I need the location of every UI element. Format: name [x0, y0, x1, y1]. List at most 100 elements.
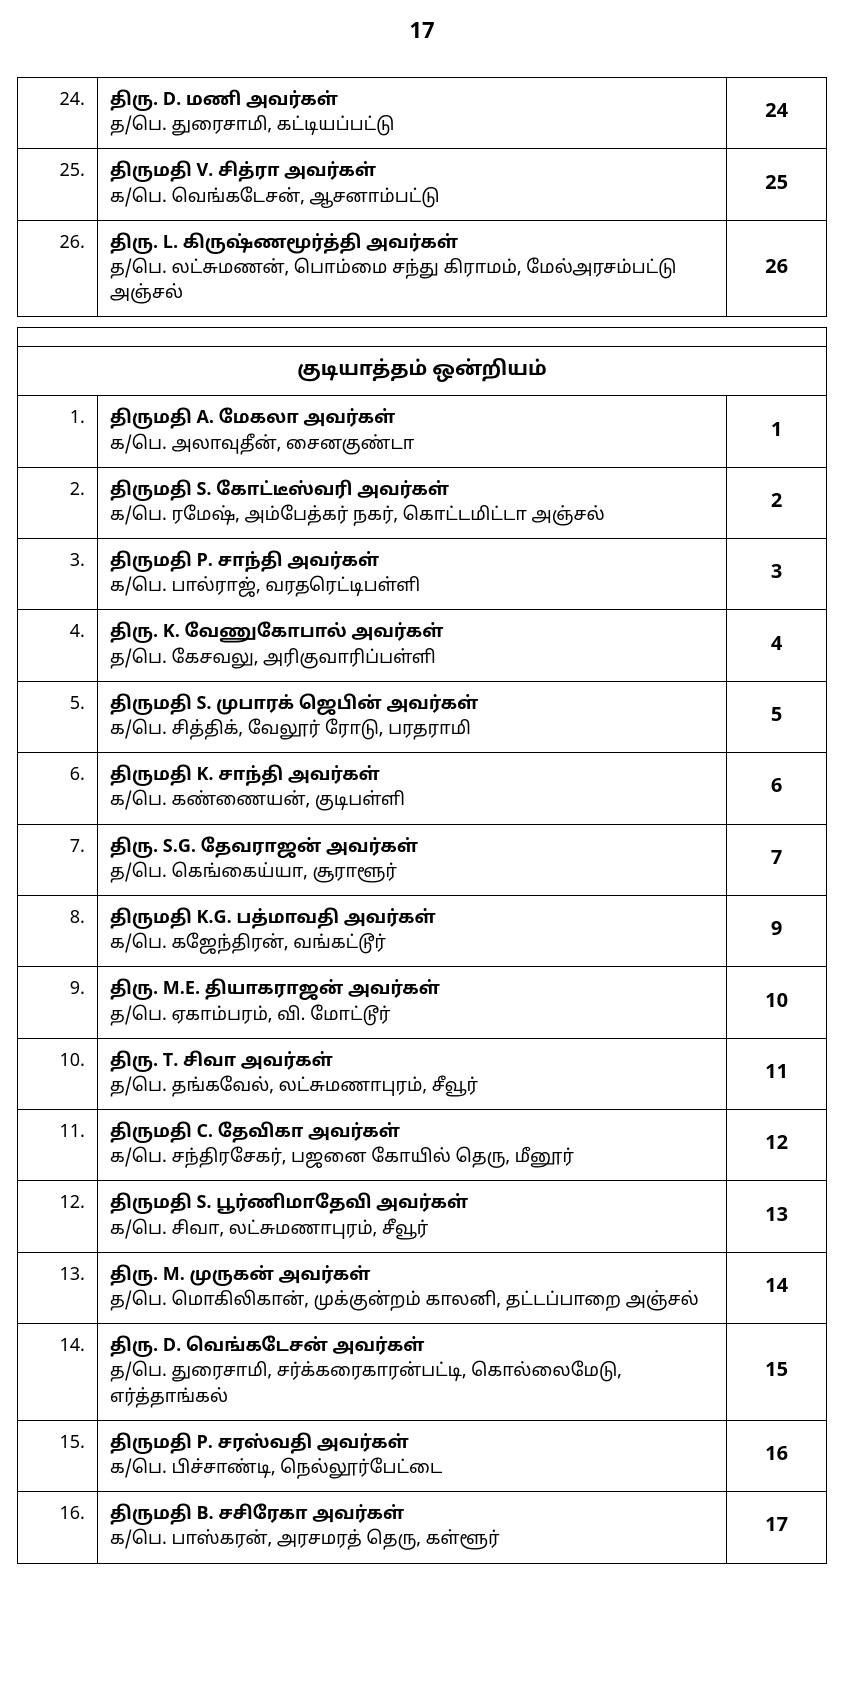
table-row: 4. திரு. K. வேணுகோபால் அவர்கள் த/பெ. கேசவல…	[17, 610, 826, 681]
row-number: 1.	[17, 396, 97, 467]
row-details: திருமதி S. முபாரக் ஜெபின் அவர்கள்க/பெ. ச…	[97, 681, 726, 752]
person-subline: த/பெ. லட்சுமணன், பொம்மை சந்து கிராமம், ம…	[110, 257, 677, 305]
table-row: 5.திருமதி S. முபாரக் ஜெபின் அவர்கள்க/பெ.…	[17, 681, 826, 752]
row-details: திரு. D. வெங்கடேசன் அவர்கள்த/பெ. துரைசாம…	[97, 1324, 726, 1421]
row-details: திருமதி S. பூர்ணிமாதேவி அவர்கள் க/பெ. சிவ…	[97, 1181, 726, 1252]
ward-number: 26	[727, 220, 827, 317]
row-details: திருமதி V. சித்ரா அவர்கள் க/பெ. வெங்கடேசன…	[97, 149, 726, 220]
ward-number: 11	[727, 1038, 827, 1109]
row-number: 14.	[17, 1324, 97, 1421]
row-number: 4.	[17, 610, 97, 681]
person-name: திருமதி A. மேகலா அவர்கள்	[110, 407, 395, 430]
ward-number: 13	[727, 1181, 827, 1252]
table-row: 12. திருமதி S. பூர்ணிமாதேவி அவர்கள் க/பெ. …	[17, 1181, 826, 1252]
person-name: திருமதி K. சாந்தி அவர்கள்	[110, 764, 380, 787]
row-details: திருமதி A. மேகலா அவர்கள் க/பெ. அலாவுதீன்,…	[97, 396, 726, 467]
ward-number: 3	[727, 539, 827, 610]
table-row: 24.திரு. D. மணி அவர்கள்த/பெ. துரைசாமி, க…	[17, 78, 826, 149]
row-details: திரு. T. சிவா அவர்கள்த/பெ. தங்கவேல், லட்…	[97, 1038, 726, 1109]
row-number: 12.	[17, 1181, 97, 1252]
row-number: 16.	[17, 1492, 97, 1563]
table-row: 14.திரு. D. வெங்கடேசன் அவர்கள்த/பெ. துரை…	[17, 1324, 826, 1421]
person-subline: க/பெ. அலாவுதீன், சைனகுண்டா	[110, 433, 414, 456]
person-subline: க/பெ. ரமேஷ், அம்பேத்கர் நகர், கொட்டமிட்ட…	[110, 504, 605, 527]
person-name: திரு. M. முருகன் அவர்கள்	[110, 1264, 371, 1287]
person-name: திருமதி P. சரஸ்வதி அவர்கள்	[110, 1432, 409, 1455]
person-subline: க/பெ. வெங்கடேசன், ஆசனாம்பட்டு	[110, 186, 440, 209]
person-subline: க/பெ. சிவா, லட்சுமணாபுரம், சீவூர்	[110, 1218, 428, 1241]
ward-number: 2	[727, 467, 827, 538]
ward-number: 16	[727, 1420, 827, 1491]
row-number: 10.	[17, 1038, 97, 1109]
row-details: திரு. M.E. தியாகராஜன் அவர்கள்த/பெ. ஏகாம்…	[97, 967, 726, 1038]
row-details: திருமதி K.G. பத்மாவதி அவர்கள்க/பெ. கஜேந்…	[97, 895, 726, 966]
person-name: திருமதி P. சாந்தி அவர்கள்	[110, 550, 379, 573]
table-row: 1. திருமதி A. மேகலா அவர்கள் க/பெ. அலாவுதீன…	[17, 396, 826, 467]
row-details: திருமதி B. சசிரேகா அவர்கள்க/பெ. பாஸ்கரன்…	[97, 1492, 726, 1563]
row-details: திருமதி P. சாந்தி அவர்கள்க/பெ. பால்ராஜ்,…	[97, 539, 726, 610]
person-subline: க/பெ. கஜேந்திரன், வங்கட்டூர்	[110, 932, 386, 955]
row-number: 3.	[17, 539, 97, 610]
table-row: 7.திரு. S.G. தேவராஜன் அவர்கள்த/பெ. கெங்க…	[17, 824, 826, 895]
top-continuation-table: 24.திரு. D. மணி அவர்கள்த/பெ. துரைசாமி, க…	[17, 77, 827, 317]
ward-number: 1	[727, 396, 827, 467]
person-name: திரு. T. சிவா அவர்கள்	[110, 1050, 333, 1073]
person-subline: த/பெ. கெங்கைய்யா, சூராளூர்	[110, 861, 397, 884]
person-name: திருமதி S. பூர்ணிமாதேவி அவர்கள்	[110, 1192, 468, 1215]
person-subline: த/பெ. ஏகாம்பரம், வி. மோட்டூர்	[110, 1004, 390, 1027]
table-row: 10.திரு. T. சிவா அவர்கள்த/பெ. தங்கவேல், …	[17, 1038, 826, 1109]
person-name: திரு. K. வேணுகோபால் அவர்கள்	[110, 621, 443, 644]
person-subline: க/பெ. கண்ணையன், குடிபள்ளி	[110, 789, 405, 812]
person-subline: த/பெ. கேசவலு, அரிகுவாரிப்பள்ளி	[110, 647, 436, 670]
table-row: 2.திருமதி S. கோட்டீஸ்வரி அவர்கள்க/பெ. ரம…	[17, 467, 826, 538]
row-details: திரு. K. வேணுகோபால் அவர்கள் த/பெ. கேசவலு,…	[97, 610, 726, 681]
table-row: 8.திருமதி K.G. பத்மாவதி அவர்கள்க/பெ. கஜே…	[17, 895, 826, 966]
spacer-row	[17, 328, 826, 347]
table-row: 26.திரு. L. கிருஷ்ணமூர்த்தி அவர்கள்த/பெ.…	[17, 220, 826, 317]
section-header-row: குடியாத்தம் ஒன்றியம்	[17, 347, 826, 396]
person-name: திரு. D. வெங்கடேசன் அவர்கள்	[110, 1335, 425, 1358]
row-number: 26.	[17, 220, 97, 317]
person-name: திருமதி C. தேவிகா அவர்கள்	[110, 1121, 400, 1144]
ward-number: 15	[727, 1324, 827, 1421]
table-row: 3.திருமதி P. சாந்தி அவர்கள்க/பெ. பால்ராஜ…	[17, 539, 826, 610]
page-number: 17	[0, 20, 844, 47]
person-subline: த/பெ. மொகிலிகான், முக்குன்றம் காலனி, தட்…	[110, 1289, 699, 1312]
person-name: திரு. S.G. தேவராஜன் அவர்கள்	[110, 836, 418, 859]
person-subline: க/பெ. பிச்சாண்டி, நெல்லூர்பேட்டை	[110, 1457, 442, 1480]
table-row: 16.திருமதி B. சசிரேகா அவர்கள்க/பெ. பாஸ்க…	[17, 1492, 826, 1563]
table-row: 9.திரு. M.E. தியாகராஜன் அவர்கள்த/பெ. ஏகா…	[17, 967, 826, 1038]
row-number: 25.	[17, 149, 97, 220]
row-details: திருமதி C. தேவிகா அவர்கள்க/பெ. சந்திரசேக…	[97, 1110, 726, 1181]
person-subline: த/பெ. துரைசாமி, சர்க்கரைகாரன்பட்டி, கொல்…	[110, 1360, 622, 1408]
ward-number: 24	[727, 78, 827, 149]
person-name: திரு. L. கிருஷ்ணமூர்த்தி அவர்கள்	[110, 232, 458, 255]
row-details: திரு. L. கிருஷ்ணமூர்த்தி அவர்கள்த/பெ. லட…	[97, 220, 726, 317]
table-row: 25. திருமதி V. சித்ரா அவர்கள் க/பெ. வெங்கட…	[17, 149, 826, 220]
person-name: திருமதி B. சசிரேகா அவர்கள்	[110, 1503, 404, 1526]
ward-number: 9	[727, 895, 827, 966]
person-name: திருமதி K.G. பத்மாவதி அவர்கள்	[110, 907, 436, 930]
row-number: 7.	[17, 824, 97, 895]
person-subline: க/பெ. சந்திரசேகர், பஜனை கோயில் தெரு, மீன…	[110, 1146, 574, 1169]
ward-number: 25	[727, 149, 827, 220]
row-number: 13.	[17, 1252, 97, 1323]
person-name: திருமதி S. முபாரக் ஜெபின் அவர்கள்	[110, 693, 478, 716]
row-number: 2.	[17, 467, 97, 538]
main-table: குடியாத்தம் ஒன்றியம் 1.திருமதி A. மேகலா …	[17, 327, 827, 1563]
ward-number: 4	[727, 610, 827, 681]
row-number: 9.	[17, 967, 97, 1038]
ward-number: 17	[727, 1492, 827, 1563]
row-number: 6.	[17, 753, 97, 824]
person-name: திரு. D. மணி அவர்கள்	[110, 89, 338, 112]
ward-number: 10	[727, 967, 827, 1038]
row-details: திருமதி P. சரஸ்வதி அவர்கள்க/பெ. பிச்சாண்…	[97, 1420, 726, 1491]
row-details: திரு. D. மணி அவர்கள்த/பெ. துரைசாமி, கட்ட…	[97, 78, 726, 149]
person-subline: க/பெ. பாஸ்கரன், அரசமரத் தெரு, கள்ளூர்	[110, 1528, 500, 1551]
person-subline: க/பெ. பால்ராஜ், வரதரெட்டிபள்ளி	[110, 575, 420, 598]
person-name: திருமதி V. சித்ரா அவர்கள்	[110, 160, 376, 183]
table-row: 13. திரு. M. முருகன் அவர்கள்த/பெ. மொகிலிக…	[17, 1252, 826, 1323]
row-number: 11.	[17, 1110, 97, 1181]
row-number: 15.	[17, 1420, 97, 1491]
row-details: திரு. S.G. தேவராஜன் அவர்கள்த/பெ. கெங்கைய…	[97, 824, 726, 895]
